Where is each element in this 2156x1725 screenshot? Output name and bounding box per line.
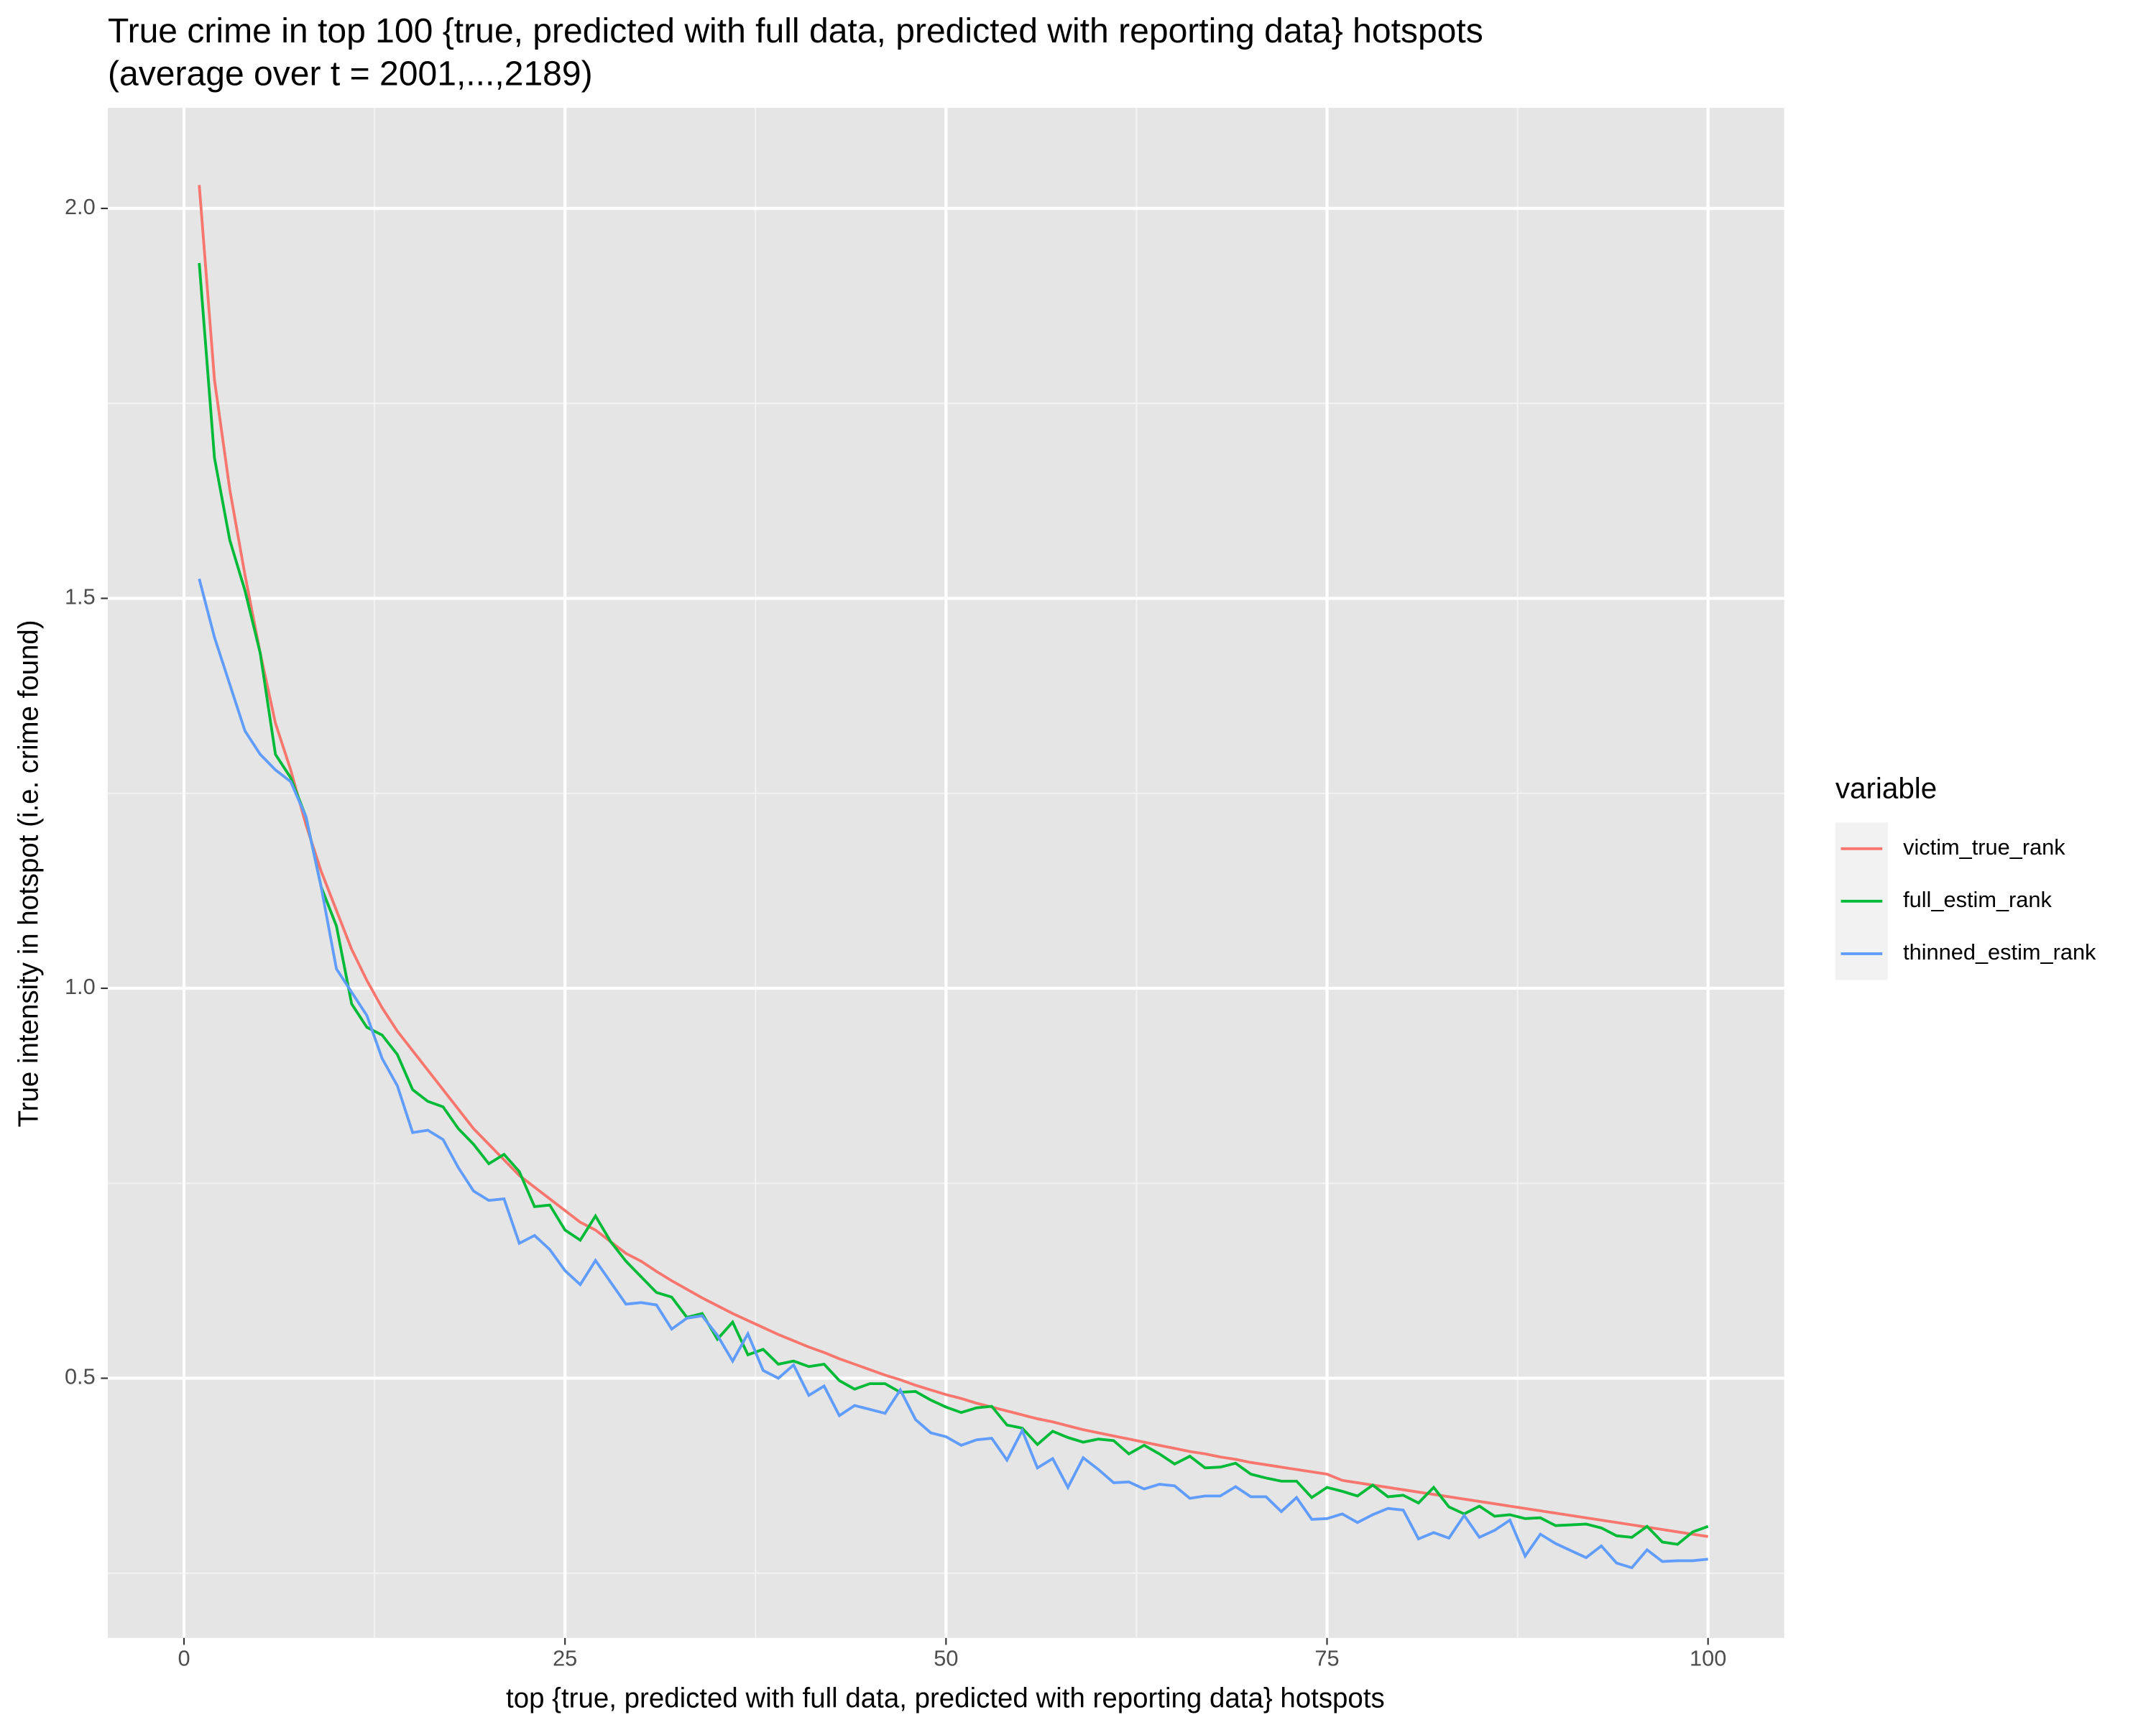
y-axis-title: True intensity in hotspot (i.e. crime fo… xyxy=(13,620,44,1127)
x-tick-label: 25 xyxy=(553,1646,577,1671)
legend-label: thinned_estim_rank xyxy=(1903,939,2096,965)
chart-subtitle: (average over t = 2001,...,2189) xyxy=(108,54,593,93)
y-tick-label: 1.5 xyxy=(65,584,96,610)
y-tick-label: 2.0 xyxy=(65,194,96,219)
series-line xyxy=(198,578,1708,1570)
legend-label: victim_true_rank xyxy=(1903,834,2065,860)
y-tick-label: 1.0 xyxy=(65,974,96,999)
chart-title: True crime in top 100 {true, predicted w… xyxy=(108,12,1483,50)
x-tick-label: 75 xyxy=(1314,1646,1339,1671)
x-tick-label: 100 xyxy=(1690,1646,1726,1671)
series-line xyxy=(198,185,1708,1538)
x-tick-label: 0 xyxy=(178,1646,190,1671)
legend-label: full_estim_rank xyxy=(1903,887,2052,912)
x-tick-label: 50 xyxy=(934,1646,958,1671)
x-axis-title: top {true, predicted with full data, pre… xyxy=(506,1683,1385,1714)
y-tick-label: 0.5 xyxy=(65,1364,96,1389)
legend-title: variable xyxy=(1835,772,1937,805)
series-line xyxy=(198,262,1709,1546)
